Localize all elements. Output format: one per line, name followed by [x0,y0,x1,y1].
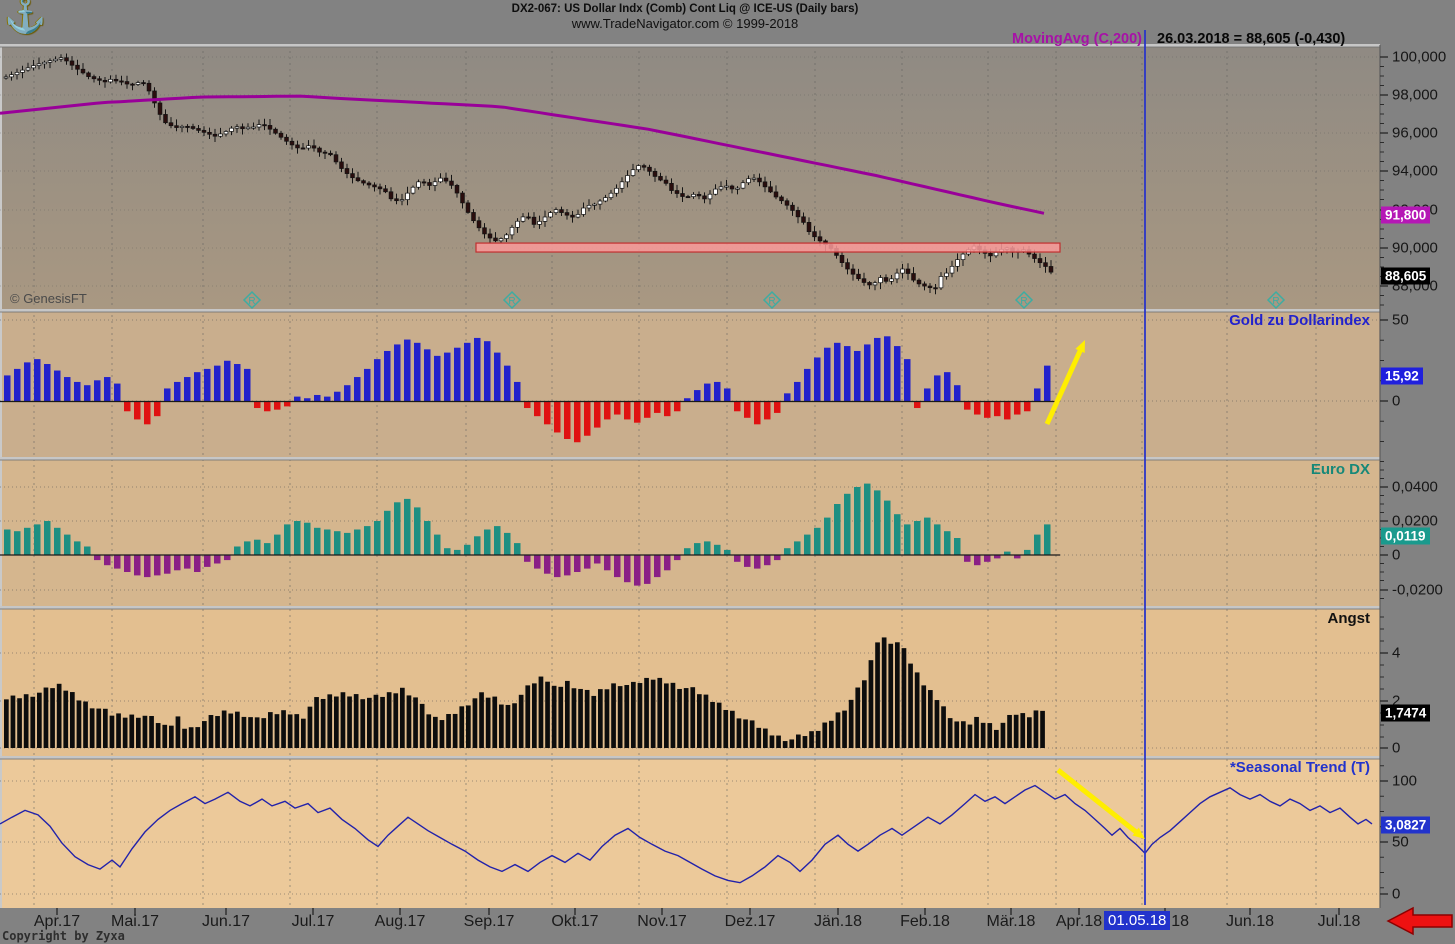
x-axis-month-label: Jän.18 [813,913,863,930]
moving-average-line[interactable] [0,94,1045,215]
y-axis-label: 4 [1392,644,1401,662]
svg-text:R: R [768,296,775,307]
registered-diamond-icon [242,290,262,310]
seasonal-trend-panel[interactable] [0,757,1380,908]
y-axis-label: 100 [1392,772,1418,790]
svg-text:R: R [508,296,515,307]
registered-diamond-icon [762,290,782,310]
highlighted-date-badge: 01.05.18 [1104,911,1171,930]
chart-subtitle-url: www.TradeNavigator.com © 1999-2018 [571,16,799,31]
y-axis-label: 0 [1392,392,1401,410]
x-axis-month-label: Jul.17 [291,913,335,930]
x-axis-month-label: Jul.18 [1317,913,1361,930]
value-gridlines [0,56,1380,895]
price-panel[interactable] [0,45,1380,310]
month-tick-marks [56,908,1340,915]
x-axis-month-label: Aug.17 [374,913,426,930]
x-axis-month-label: Mär.18 [986,913,1036,930]
gold-panel-title: Gold zu Dollarindex [1229,312,1370,329]
support-zone-rectangle[interactable] [475,242,1061,253]
y-axis-label: 0,0200 [1392,512,1438,530]
svg-text:R: R [248,296,255,307]
zyxa-copyright: Copyright by Zyxa [2,929,125,943]
anchor-logo-icon: ⚓ [4,0,47,35]
y-axis-label: 0 [1392,739,1401,757]
x-axis-month-label: Feb.18 [900,913,950,930]
month-gridlines [33,45,1317,905]
angst-histogram [4,637,1045,748]
x-axis-month-label: Jun.17 [201,913,251,930]
y-axis-label: 0 [1392,885,1401,903]
genesis-watermark: © GenesisFT [10,291,87,306]
value-badge: 91,800 [1381,206,1431,224]
moving-average-legend[interactable]: MovingAvg (C,200) [1012,31,1142,47]
panel-dividers [0,44,1380,760]
x-axis-month-label: Apr.18 [1055,913,1103,930]
y-axis-label: 98,000 [1392,86,1438,104]
seasonal-trend-line[interactable] [0,784,1373,884]
euro-dx-histogram [0,483,1060,586]
value-badge: 15,92 [1381,367,1423,385]
y-axis-label: 2 [1392,692,1401,710]
chart-title: DX2-067: US Dollar Indx (Comb) Cont Liq … [511,3,859,15]
value-badge: 88,605 [1381,267,1431,285]
registered-diamond-icon [1014,290,1034,310]
registered-diamond-icon [502,290,522,310]
value-badge: 3,0827 [1381,816,1431,834]
svg-text:R: R [1272,296,1279,307]
gold-ratio-histogram [0,336,1060,443]
y-axis-label: -0,0200 [1392,581,1443,599]
svg-text:R: R [1020,296,1027,307]
scale-tick-marks [1379,45,1388,908]
euro-panel-title: Euro DX [1310,461,1370,478]
cursor-date-value: 26.03.2018 = 88,605 (-0,430) [1157,31,1346,47]
x-axis-month-label: Apr.17 [33,913,81,930]
yellow-up-arrow-annotation [1044,340,1085,426]
y-axis-label: 50 [1392,311,1409,329]
y-axis-label: 96,000 [1392,124,1438,142]
red-left-arrow-icon [1386,906,1453,936]
y-axis-label: 0 [1392,546,1401,564]
x-axis-month-label: Dez.17 [724,913,776,930]
yellow-down-arrow-annotation [1056,768,1145,839]
angst-panel-title: Angst [1327,610,1371,627]
x-axis-month-label: Sep.17 [463,913,515,930]
x-axis-month-label: Okt.17 [551,913,599,930]
y-axis-label: 50 [1392,833,1409,851]
y-axis-label: 100,000 [1392,48,1447,66]
registered-diamond-icon [1266,290,1286,310]
y-axis-label: 94,000 [1392,162,1438,180]
y-axis-label: 90,000 [1392,239,1438,257]
value-badge: 0,0119 [1381,527,1430,545]
candlestick-series [3,53,1054,295]
y-axis-label: 0,0400 [1392,478,1438,496]
x-axis-month-label: Mai.17 [110,913,160,930]
value-badge: 1,7474 [1381,704,1431,722]
x-axis-month-label: Nov.17 [637,913,687,930]
seasonal-panel-title: *Seasonal Trend (T) [1229,759,1370,776]
euro-dx-panel[interactable] [0,458,1380,607]
x-axis-month-label: Jun.18 [1225,913,1275,930]
